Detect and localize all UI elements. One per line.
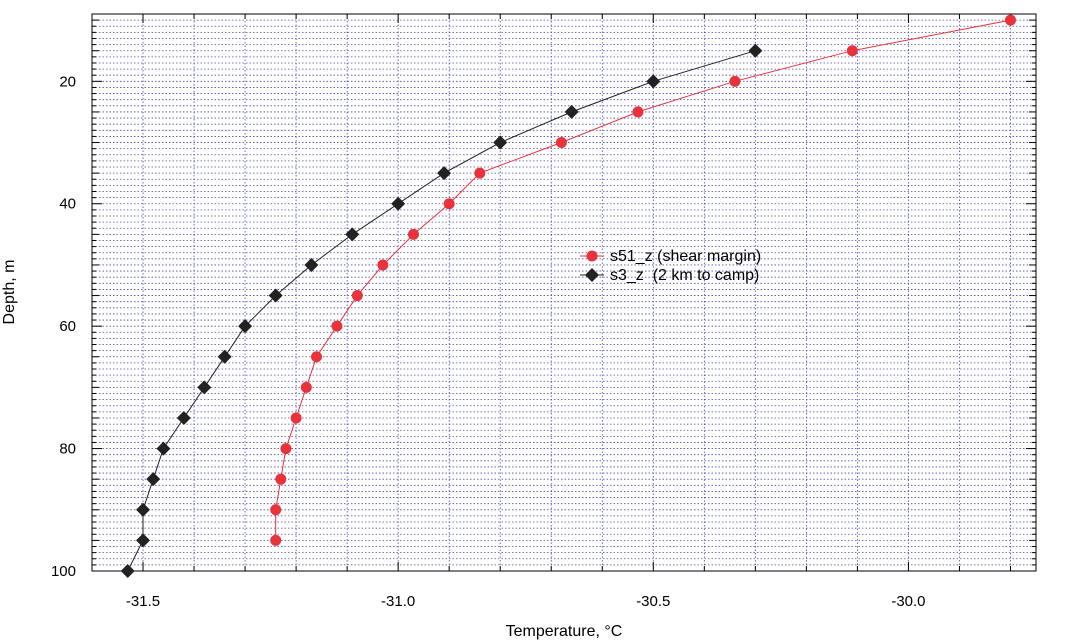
data-point [1004, 14, 1016, 26]
data-point [474, 167, 486, 179]
legend: s51_z (shear margin) s3_z (2 km to camp) [580, 248, 761, 284]
series-s51 [270, 14, 1016, 546]
data-point [268, 288, 283, 303]
data-point [136, 533, 151, 548]
data-point [555, 137, 567, 149]
y-tick-label: 100 [51, 563, 76, 580]
y-tick-label: 80 [59, 441, 76, 458]
data-point [407, 228, 419, 240]
y-tick-label: 40 [59, 196, 76, 213]
data-point [331, 320, 343, 332]
data-point [437, 166, 452, 181]
data-point [120, 564, 135, 578]
data-point [377, 259, 389, 271]
series-s3 [120, 43, 763, 578]
plot-frame [91, 13, 1037, 572]
data-point [564, 104, 579, 119]
grid [92, 14, 1036, 571]
x-tick-label: -30.5 [636, 593, 670, 610]
x-axis-title: Temperature, °C [506, 623, 623, 640]
series-line [127, 50, 756, 572]
data-point [136, 502, 151, 517]
data-point [748, 43, 763, 58]
series [120, 14, 1016, 578]
data-point [729, 75, 741, 87]
data-point [443, 198, 455, 210]
data-point [238, 319, 253, 334]
data-point [197, 380, 212, 395]
y-axis-title: Depth, m [1, 260, 18, 325]
data-point [300, 381, 312, 393]
y-axis-tick-labels: 20 40 60 80 100 [51, 73, 76, 580]
axis-ticks [92, 14, 1036, 571]
data-point [391, 196, 406, 211]
data-point [493, 135, 508, 150]
x-tick-label: -31.0 [381, 593, 415, 610]
data-point [846, 45, 858, 57]
data-point [632, 106, 644, 118]
data-point [311, 351, 323, 363]
y-tick-label: 60 [59, 318, 76, 335]
data-point [304, 257, 319, 272]
y-tick-label: 20 [59, 73, 76, 90]
legend-label: s51_z (shear margin) [610, 248, 761, 265]
data-point [146, 472, 161, 487]
x-axis-tick-labels: -31.5 -31.0 -30.5 -30.0 [126, 593, 926, 610]
legend-label: s3_z (2 km to camp) [610, 267, 759, 284]
legend-marker [585, 268, 599, 282]
data-point [270, 534, 282, 546]
x-tick-label: -30.0 [891, 593, 925, 610]
data-point [270, 504, 282, 516]
data-point [217, 349, 232, 364]
data-point [290, 412, 302, 424]
data-point [176, 410, 191, 425]
data-point [646, 74, 661, 89]
data-point [280, 443, 292, 455]
data-point [351, 290, 363, 302]
data-point [156, 441, 171, 456]
legend-marker [586, 250, 598, 262]
data-point [275, 473, 287, 485]
data-point [345, 227, 360, 242]
x-tick-label: -31.5 [126, 593, 160, 610]
